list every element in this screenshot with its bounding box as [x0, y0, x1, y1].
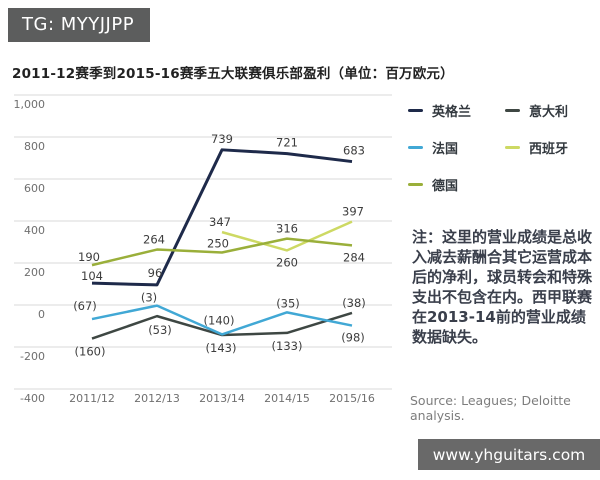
y-tick-label: 400: [24, 224, 45, 237]
x-tick-label: 2015/16: [329, 392, 375, 405]
chart-legend: 英格兰 意大利法国 西班牙德国: [408, 92, 568, 203]
data-label-spain: 347: [209, 215, 231, 229]
profit-line-chart: 1,000 800 600 400 200 0 -200 -400 2011/12 2012/13…: [0, 80, 400, 425]
data-label-italy: (53): [148, 323, 172, 337]
data-label-england: 683: [343, 144, 365, 158]
legend-label-germany: 德国: [432, 179, 459, 194]
y-tick-label: -400: [20, 392, 45, 405]
series-line-spain: [221, 220, 353, 252]
x-tick-label: 2014/15: [264, 392, 310, 405]
legend-dash-icon: [505, 146, 520, 149]
legend-dash-icon: [408, 109, 423, 112]
x-tick-label: 2011/12: [69, 392, 115, 405]
y-tick-label: 1,000: [14, 98, 46, 111]
tg-badge: TG: MYYJJPP: [8, 8, 151, 42]
page-title: 2011-12赛季到2015-16赛季五大联赛俱乐部盈利（单位：百万欧元）: [12, 66, 454, 82]
data-label-spain: 397: [342, 205, 364, 219]
watermark-badge: www.yhguitars.com: [418, 439, 600, 470]
series-line-germany: [91, 237, 353, 267]
note-text: 注：这里的营业成绩是总收入减去薪酬合其它运营成本后的净利，球员转会和特殊支出不包…: [412, 228, 593, 346]
data-label-italy: (160): [75, 345, 106, 359]
data-label-england: 721: [276, 136, 298, 150]
data-label-germany: 250: [207, 237, 229, 251]
data-label-france: (98): [341, 331, 365, 345]
legend-item-france: 法国: [408, 138, 505, 157]
data-label-france: (67): [73, 299, 97, 313]
chart-canvas: 1,000 800 600 400 200 0 -200 -400 2011/12 2012/13…: [14, 94, 392, 405]
y-tick-label: 800: [24, 140, 45, 153]
data-label-france: (140): [204, 313, 235, 327]
data-label-england: 739: [211, 132, 233, 146]
tg-badge-text: TG: MYYJJPP: [22, 14, 135, 35]
data-label-spain: 260: [276, 255, 298, 269]
source-text: Source: Leagues; Deloitte analysis.: [410, 393, 571, 423]
data-label-germany: 284: [343, 250, 365, 264]
legend-item-italy: 意大利: [505, 101, 568, 120]
series-line-england: [91, 148, 353, 287]
y-tick-label: 200: [24, 266, 45, 279]
watermark-text: www.yhguitars.com: [432, 445, 586, 464]
legend-label-france: 法国: [432, 142, 459, 157]
legend-dash-icon: [408, 183, 423, 186]
legend-label-italy: 意大利: [529, 105, 569, 120]
data-label-italy: (38): [342, 296, 366, 310]
legend-label-england: 英格兰: [432, 105, 472, 120]
data-label-italy: (143): [206, 341, 237, 355]
data-label-france: (3): [141, 291, 157, 305]
legend-dash-icon: [408, 146, 423, 149]
legend-item-spain: 西班牙: [505, 138, 568, 157]
data-label-france: (35): [276, 296, 300, 310]
data-label-germany: 316: [276, 222, 298, 236]
data-label-england: 96: [148, 266, 163, 280]
y-tick-label: 600: [24, 182, 45, 195]
data-label-italy: (133): [272, 339, 303, 353]
data-label-england: 104: [81, 269, 103, 283]
x-tick-label: 2012/13: [134, 392, 180, 405]
y-tick-label: 0: [38, 308, 45, 321]
legend-item-england: 英格兰: [408, 101, 505, 120]
series-line-france: [91, 304, 353, 336]
x-tick-label: 2013/14: [199, 392, 245, 405]
legend-item-germany: 德国: [408, 175, 505, 194]
data-label-germany: 190: [78, 250, 100, 264]
y-tick-label: -200: [20, 350, 45, 363]
legend-label-spain: 西班牙: [529, 142, 569, 157]
legend-dash-icon: [505, 109, 520, 112]
data-label-germany: 264: [143, 233, 165, 247]
